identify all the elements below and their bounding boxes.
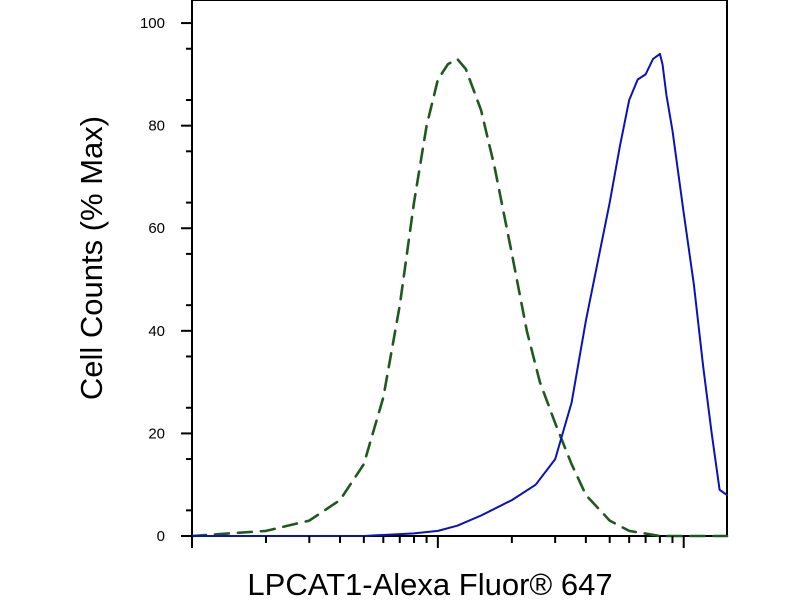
plot-frame — [191, 0, 728, 537]
x-axis-title: LPCAT1-Alexa Fluor® 647 — [247, 567, 612, 600]
y-tick-label: 0 — [157, 528, 165, 545]
y-tick-label: 80 — [148, 118, 165, 135]
series-line-dashed — [190, 57, 729, 538]
y-axis-title: Cell Counts (% Max) — [74, 116, 109, 400]
plot-area — [190, 0, 729, 538]
y-tick-label: 60 — [148, 220, 165, 237]
series-line-solid — [191, 52, 728, 537]
y-tick-label: 40 — [148, 323, 165, 340]
x-axis — [191, 536, 685, 548]
y-axis: 0 20 40 60 80 100 — [140, 15, 192, 545]
y-tick-label: 20 — [148, 425, 165, 442]
series-layer — [190, 52, 729, 538]
y-tick-label: 100 — [140, 15, 165, 32]
